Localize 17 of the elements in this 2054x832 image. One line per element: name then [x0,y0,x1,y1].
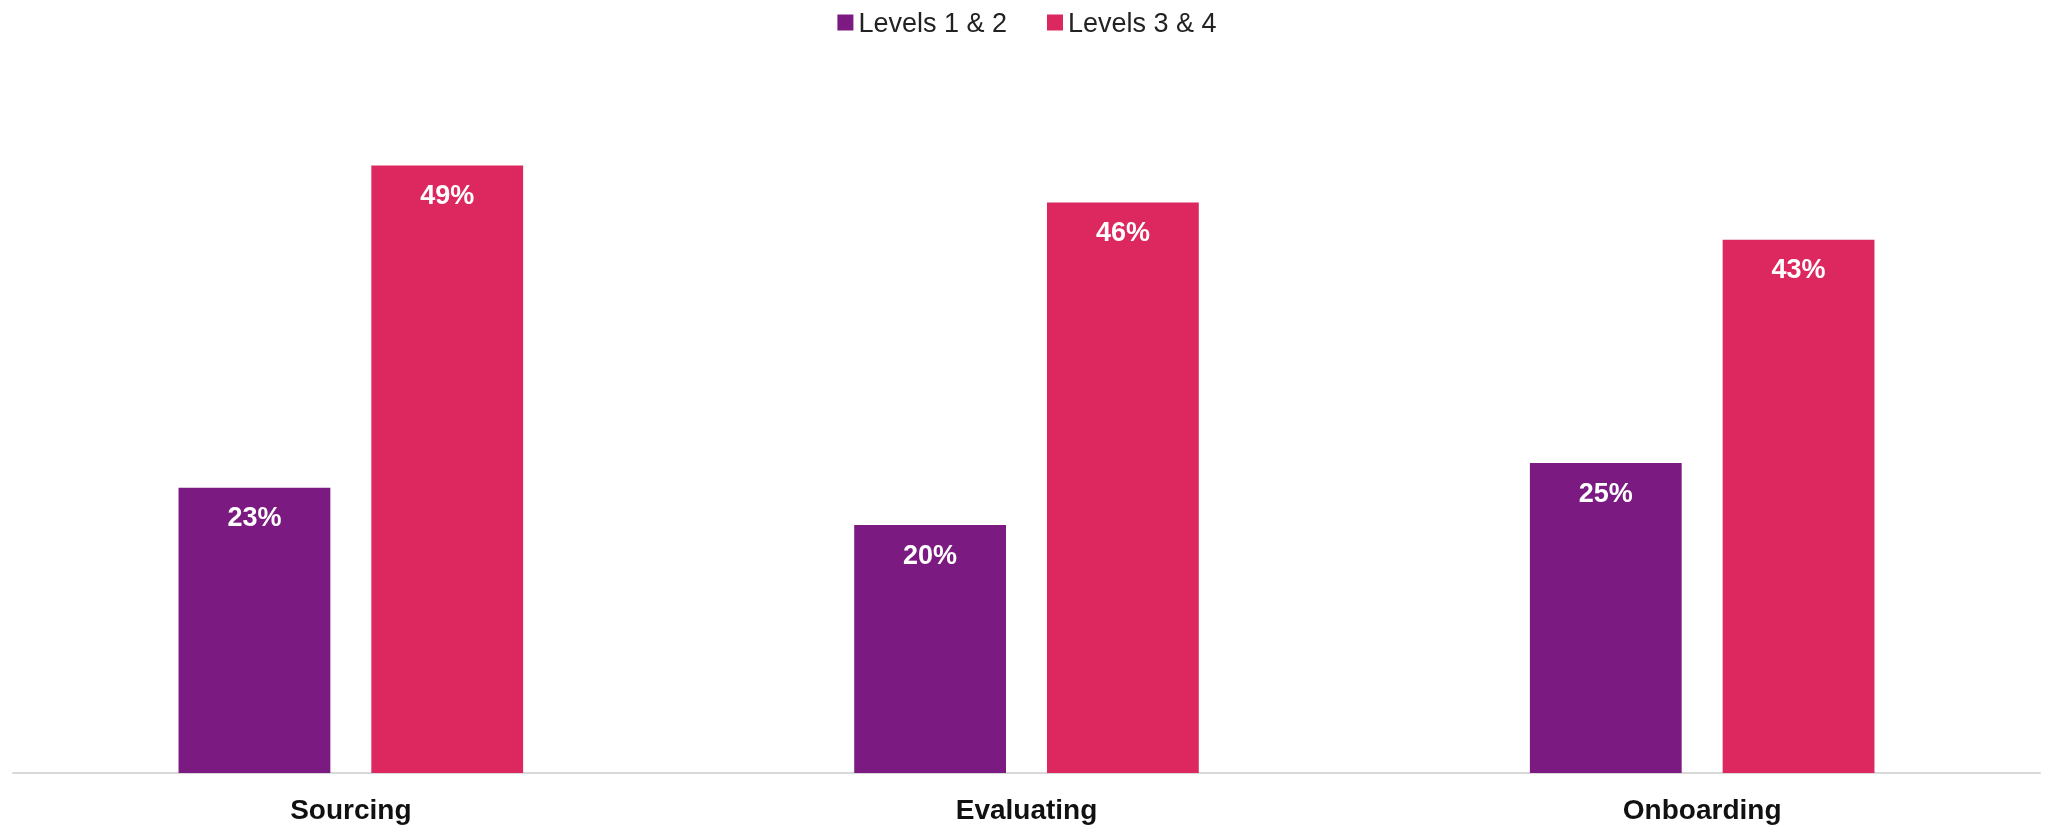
data-label: 20% [903,539,958,570]
bar [1046,202,1199,773]
x-tick-label: Onboarding [1622,793,1782,825]
bar [1722,239,1875,773]
x-tick-label: Evaluating [955,793,1098,825]
legend-label: Levels 3 & 4 [1068,7,1217,38]
data-label: 43% [1771,254,1826,285]
legend-label: Levels 1 & 2 [858,7,1007,38]
data-label: 25% [1578,477,1633,508]
bar [178,487,331,773]
x-tick-label: Sourcing [290,793,412,825]
data-label: 23% [227,502,282,533]
bar [371,165,524,773]
bar [1529,463,1682,773]
data-label: 49% [420,179,475,210]
bar [854,525,1007,773]
data-label: 46% [1095,217,1150,248]
